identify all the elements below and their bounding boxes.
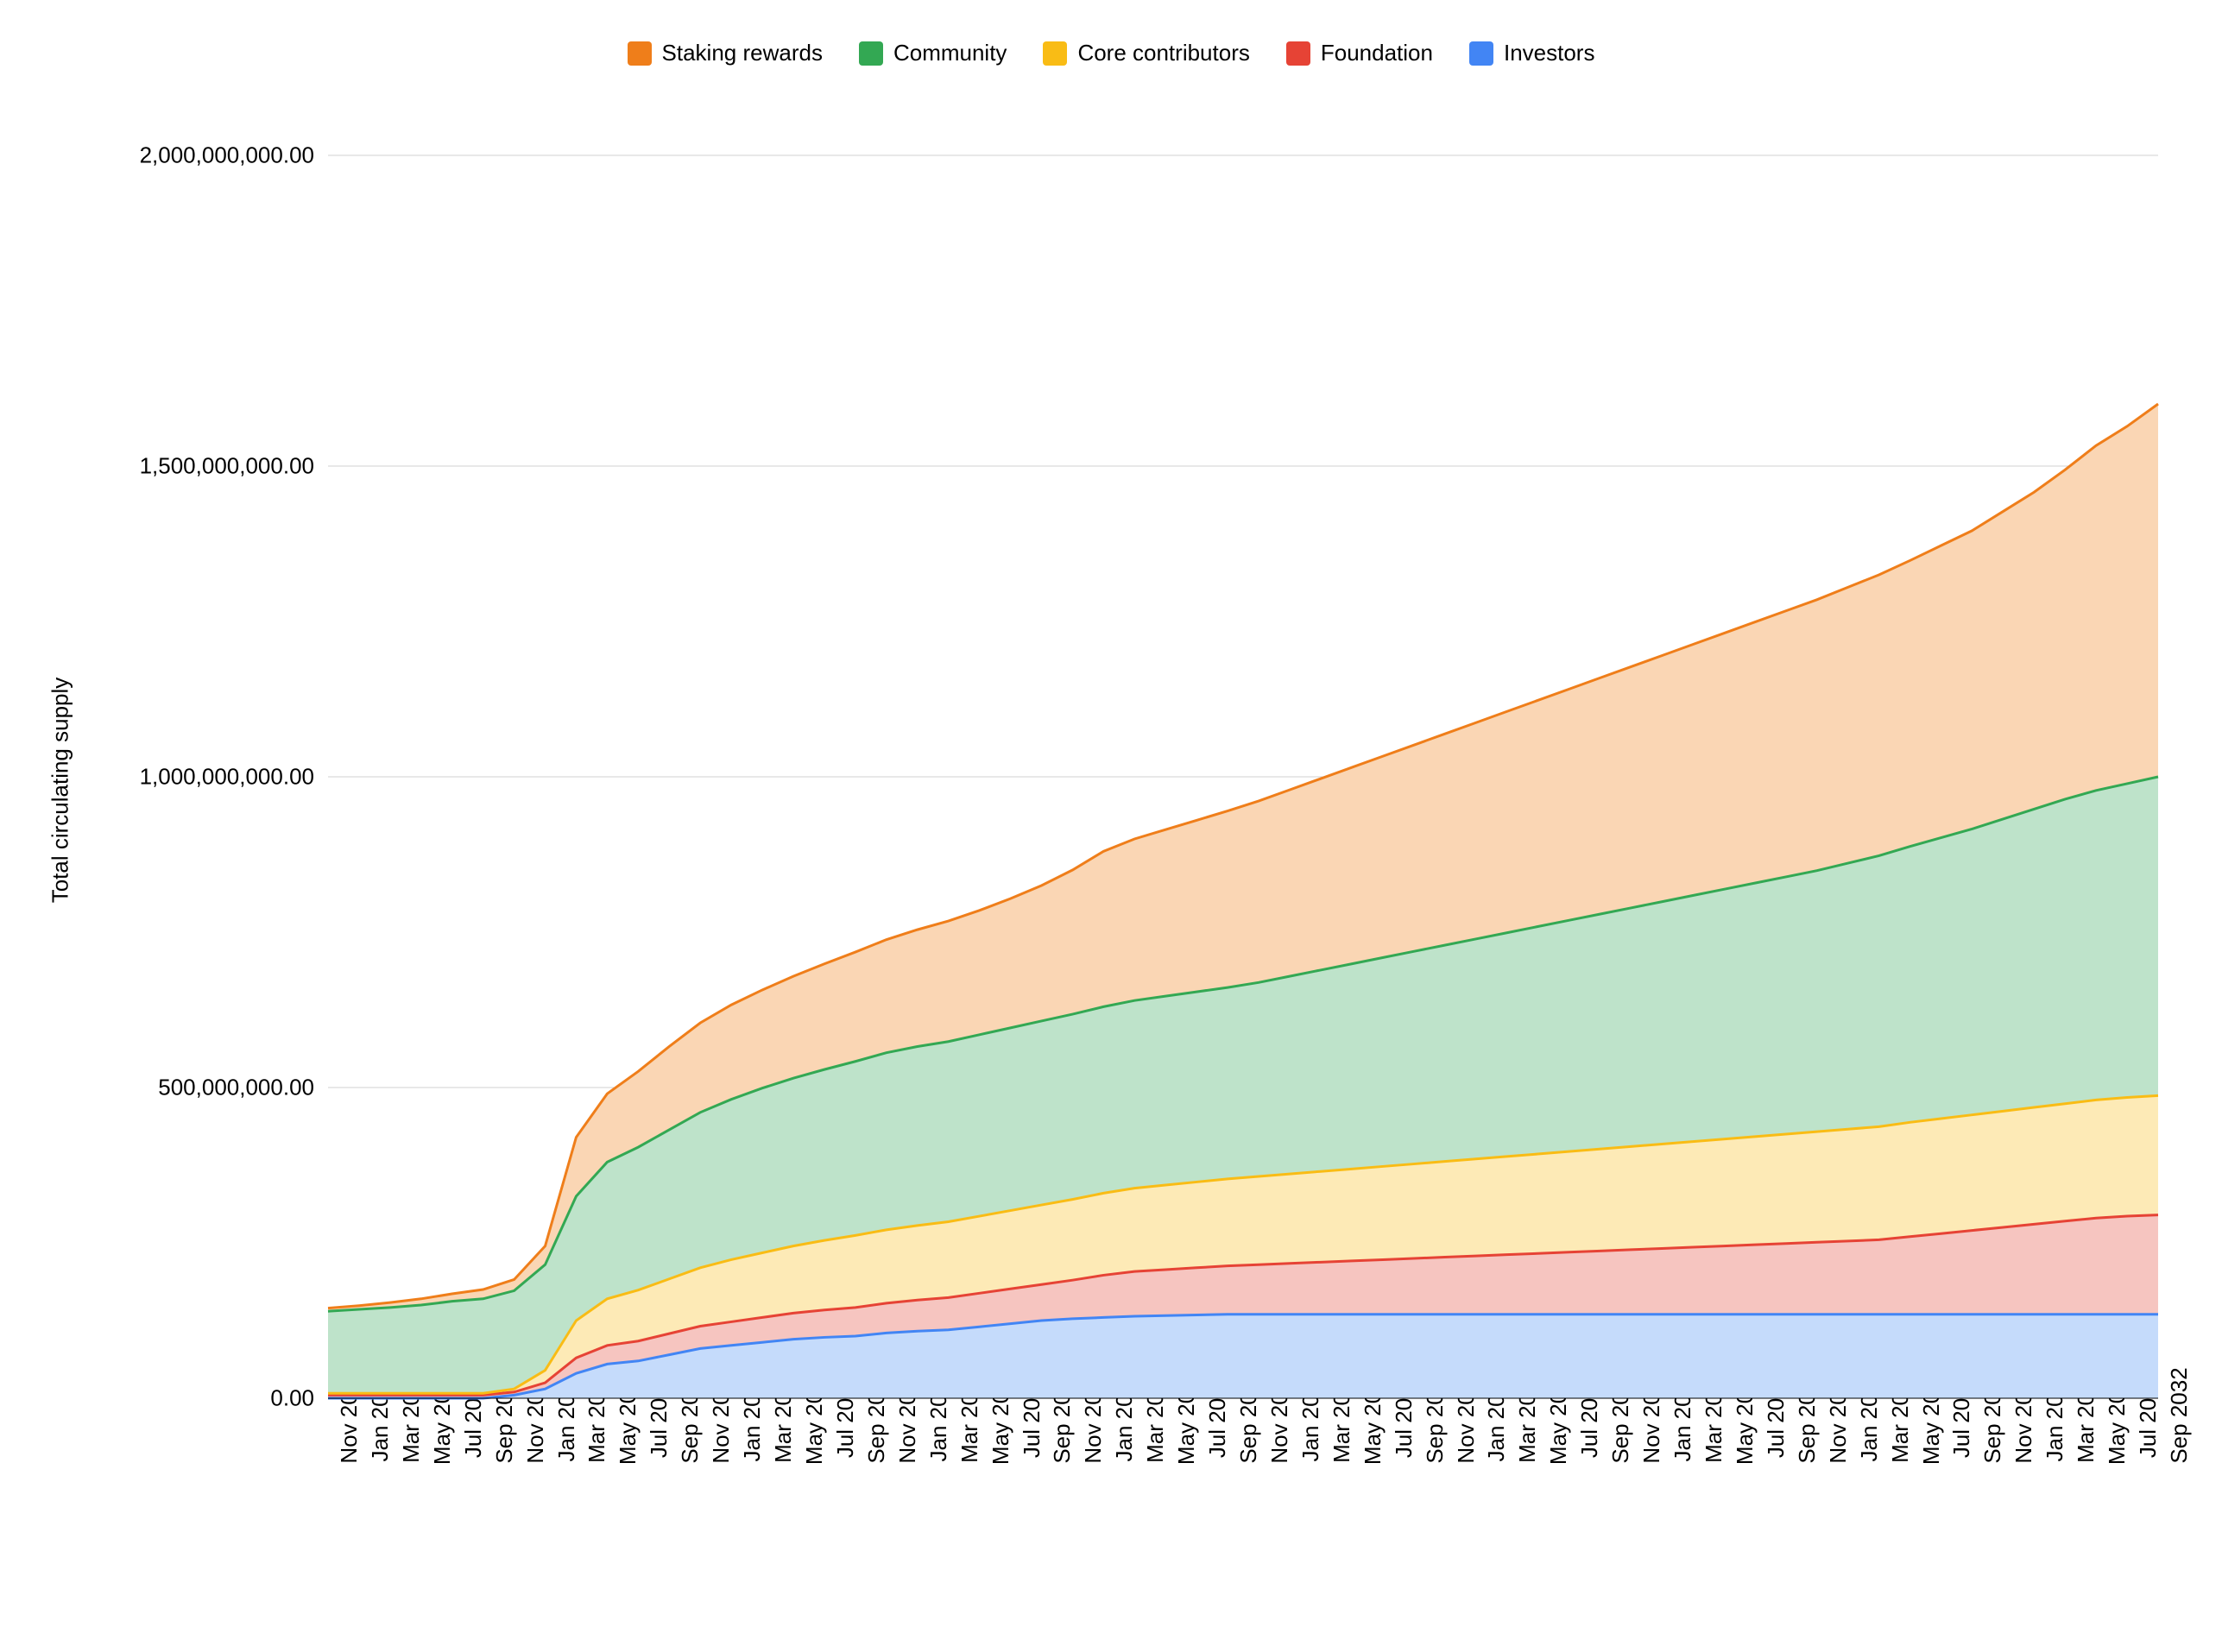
legend-swatch (1286, 41, 1310, 66)
y-tick-label: 0.00 (270, 1385, 314, 1412)
legend-label: Community (893, 40, 1007, 66)
plot-area (328, 155, 2158, 1398)
y-tick-label: 2,000,000,000.00 (140, 142, 314, 169)
legend-item: Foundation (1286, 40, 1433, 66)
y-axis-title: Total circulating supply (47, 618, 74, 963)
plot-svg (328, 155, 2158, 1398)
legend-item: Core contributors (1043, 40, 1249, 66)
y-tick-label: 500,000,000.00 (158, 1075, 314, 1101)
legend: Staking rewards Community Core contributor… (0, 40, 2222, 66)
legend-swatch (1043, 41, 1067, 66)
x-tick-label: Sep 2032 (2166, 1367, 2193, 1463)
legend-label: Investors (1504, 40, 1595, 66)
legend-label: Core contributors (1077, 40, 1249, 66)
legend-label: Foundation (1321, 40, 1433, 66)
legend-label: Staking rewards (662, 40, 823, 66)
chart-container: Staking rewards Community Core contributor… (0, 0, 2222, 1652)
legend-item: Investors (1469, 40, 1595, 66)
legend-item: Staking rewards (628, 40, 823, 66)
legend-item: Community (859, 40, 1007, 66)
legend-swatch (1469, 41, 1493, 66)
legend-swatch (628, 41, 652, 66)
legend-swatch (859, 41, 883, 66)
y-tick-label: 1,000,000,000.00 (140, 764, 314, 791)
y-tick-label: 1,500,000,000.00 (140, 453, 314, 480)
